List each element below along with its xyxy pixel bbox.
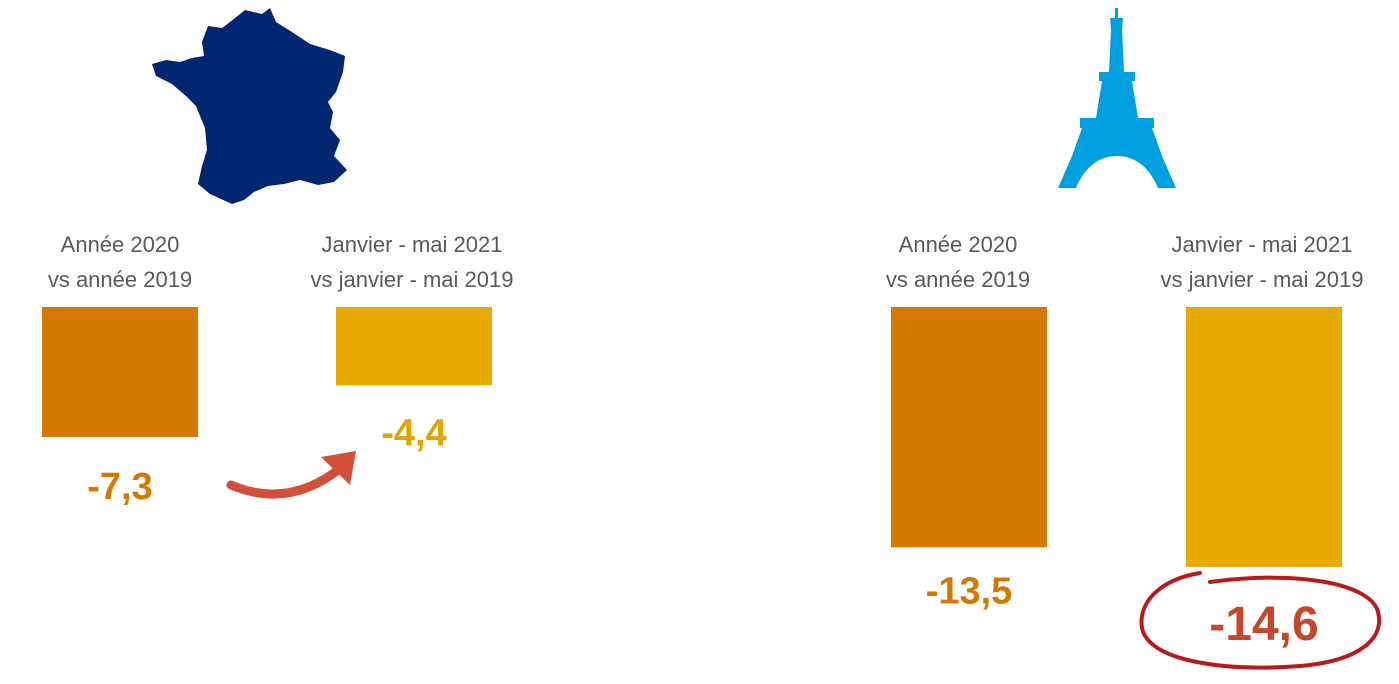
france-bar-2020 [42, 307, 198, 437]
paris-value-2021: -14,6 [1209, 598, 1318, 651]
highlight-circle-icon [1139, 571, 1382, 670]
paris-category-2-line-1: Janvier - mai 2021 [1172, 232, 1353, 257]
paris-category-1-line-1: Année 2020 [899, 232, 1018, 257]
france-category-1-line-1: Année 2020 [61, 232, 180, 257]
france-category-2-line-1: Janvier - mai 2021 [322, 232, 503, 257]
paris-bar-2021 [1186, 307, 1342, 567]
eiffel-tower-icon [1058, 8, 1176, 188]
paris-category-2-line-2: vs janvier - mai 2019 [1161, 267, 1364, 292]
paris-bar-2020 [891, 307, 1047, 548]
france-map-icon [152, 8, 347, 204]
france-category-2-line-2: vs janvier - mai 2019 [311, 267, 514, 292]
france-value-2021: -4,4 [381, 412, 446, 454]
france-value-2020: -7,3 [87, 466, 152, 508]
trend-arrow-icon [226, 451, 356, 499]
paris-value-2020: -13,5 [926, 570, 1013, 612]
france-category-1-line-2: vs année 2019 [48, 267, 192, 292]
paris-category-1-line-2: vs année 2019 [886, 267, 1030, 292]
france-bar-2021 [336, 307, 492, 386]
